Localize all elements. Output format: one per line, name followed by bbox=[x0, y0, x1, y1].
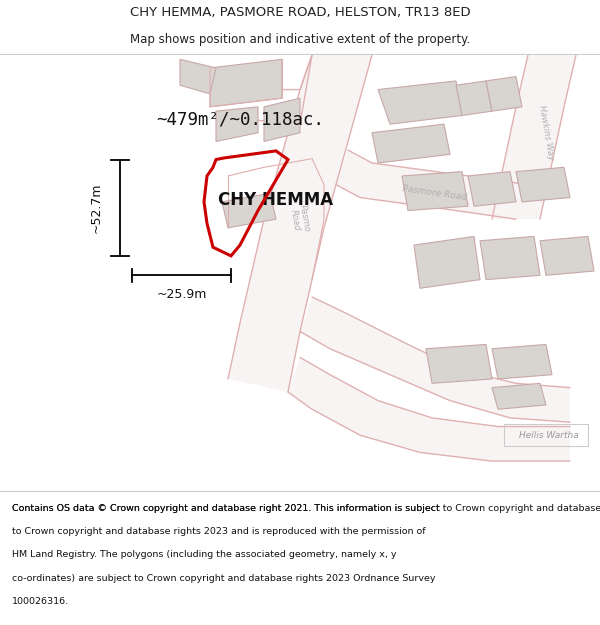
Polygon shape bbox=[468, 172, 516, 206]
Polygon shape bbox=[264, 98, 300, 141]
Text: 100026316.: 100026316. bbox=[12, 598, 69, 606]
Text: Map shows position and indicative extent of the property.: Map shows position and indicative extent… bbox=[130, 33, 470, 46]
Text: Hawkins Way: Hawkins Way bbox=[537, 104, 555, 161]
Text: ~25.9m: ~25.9m bbox=[157, 288, 206, 301]
Text: Hellis Wartha: Hellis Wartha bbox=[519, 431, 579, 439]
Text: HM Land Registry. The polygons (including the associated geometry, namely x, y: HM Land Registry. The polygons (includin… bbox=[12, 551, 397, 559]
Text: co-ordinates) are subject to Crown copyright and database rights 2023 Ordnance S: co-ordinates) are subject to Crown copyr… bbox=[12, 574, 436, 583]
Text: CHY HEMMA, PASMORE ROAD, HELSTON, TR13 8ED: CHY HEMMA, PASMORE ROAD, HELSTON, TR13 8… bbox=[130, 6, 470, 19]
Polygon shape bbox=[426, 344, 492, 383]
Text: Pasmore Road: Pasmore Road bbox=[402, 184, 468, 203]
Polygon shape bbox=[492, 55, 576, 219]
Polygon shape bbox=[210, 59, 282, 107]
Polygon shape bbox=[516, 168, 570, 202]
Text: Contains OS data © Crown copyright and database right 2021. This information is : Contains OS data © Crown copyright and d… bbox=[12, 504, 440, 512]
Polygon shape bbox=[336, 150, 528, 219]
Text: Contains OS data © Crown copyright and database right 2021. This information is : Contains OS data © Crown copyright and d… bbox=[12, 504, 600, 512]
Text: CHY HEMMA: CHY HEMMA bbox=[218, 191, 334, 209]
Polygon shape bbox=[372, 124, 450, 163]
Polygon shape bbox=[228, 55, 372, 392]
Polygon shape bbox=[492, 344, 552, 379]
Text: ~52.7m: ~52.7m bbox=[89, 182, 103, 233]
Text: to Crown copyright and database rights 2023 and is reproduced with the permissio: to Crown copyright and database rights 2… bbox=[12, 527, 425, 536]
Polygon shape bbox=[378, 81, 462, 124]
Polygon shape bbox=[216, 107, 258, 141]
Polygon shape bbox=[222, 193, 276, 228]
Text: ~479m²/~0.118ac.: ~479m²/~0.118ac. bbox=[156, 111, 324, 129]
Polygon shape bbox=[456, 81, 492, 116]
Polygon shape bbox=[492, 383, 546, 409]
Text: Pasmo
Road: Pasmo Road bbox=[288, 204, 312, 234]
Polygon shape bbox=[540, 236, 594, 276]
Polygon shape bbox=[180, 59, 216, 94]
Polygon shape bbox=[486, 77, 522, 111]
Polygon shape bbox=[300, 297, 570, 423]
Polygon shape bbox=[414, 236, 480, 288]
Polygon shape bbox=[402, 172, 468, 211]
Polygon shape bbox=[288, 357, 570, 461]
Polygon shape bbox=[480, 236, 540, 279]
